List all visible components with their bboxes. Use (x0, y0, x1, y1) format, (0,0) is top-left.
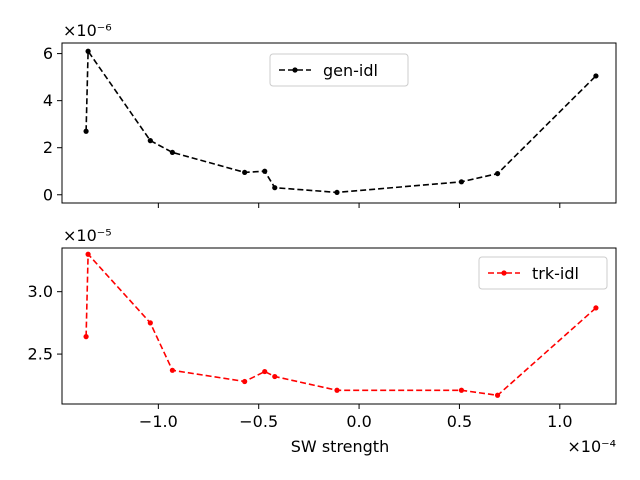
panel-trk-idl: 2.5 3.0 −1.0 −0.5 0.0 0.5 1.0 ×10⁻⁵ SW strength ×… (28, 226, 617, 456)
data-point (242, 169, 248, 176)
data-point (262, 168, 268, 174)
plot-frame (61, 42, 617, 204)
data-point (262, 368, 268, 375)
data-point (83, 334, 89, 340)
data-point (242, 378, 248, 385)
legend-marker (501, 270, 507, 276)
y-tick-label: 2 (43, 138, 53, 157)
x-tick-label: 0.0 (346, 412, 371, 431)
data-point (147, 138, 153, 144)
data-point (272, 373, 278, 380)
x-tick-label: −1.0 (139, 412, 178, 431)
y-tick-label: 6 (43, 44, 53, 63)
data-point (494, 392, 501, 398)
data-point (593, 73, 599, 79)
y-scale-label: ×10⁻⁵ (63, 226, 112, 245)
data-point (85, 48, 91, 54)
data-point (85, 251, 91, 257)
data-point (494, 170, 501, 177)
legend-label: trk-idl (532, 264, 579, 283)
y-tick-label: 0 (43, 185, 53, 204)
x-tick-label: −0.5 (239, 412, 278, 431)
x-tick-label: 0.5 (447, 412, 472, 431)
x-scale-label: ×10⁻⁴ (567, 437, 616, 456)
data-point (147, 320, 153, 326)
series-line-trk-idl (85, 252, 597, 397)
data-point (169, 367, 175, 373)
data-point (334, 189, 340, 196)
data-point (458, 179, 465, 185)
legend-marker (292, 67, 298, 73)
data-point (593, 305, 599, 311)
y-tick-label: 4 (43, 91, 53, 110)
y-scale-label: ×10⁻⁶ (63, 21, 112, 40)
y-tick-label: 3.0 (28, 282, 53, 301)
x-tick-label: 1.0 (547, 412, 572, 431)
legend-box (478, 256, 608, 290)
data-point (458, 387, 465, 393)
legend-label: gen-idl (323, 61, 378, 80)
y-tick-label: 2.5 (28, 345, 53, 364)
panel-gen-idl: 0 2 4 6 ×10⁻⁶ gen-idl (43, 21, 617, 208)
data-point (83, 128, 89, 134)
data-point (334, 387, 340, 393)
legend-box (269, 53, 409, 87)
plot-frame (61, 247, 617, 405)
x-axis-label: SW strength (291, 437, 389, 456)
data-point (272, 185, 278, 191)
data-point (169, 149, 175, 156)
